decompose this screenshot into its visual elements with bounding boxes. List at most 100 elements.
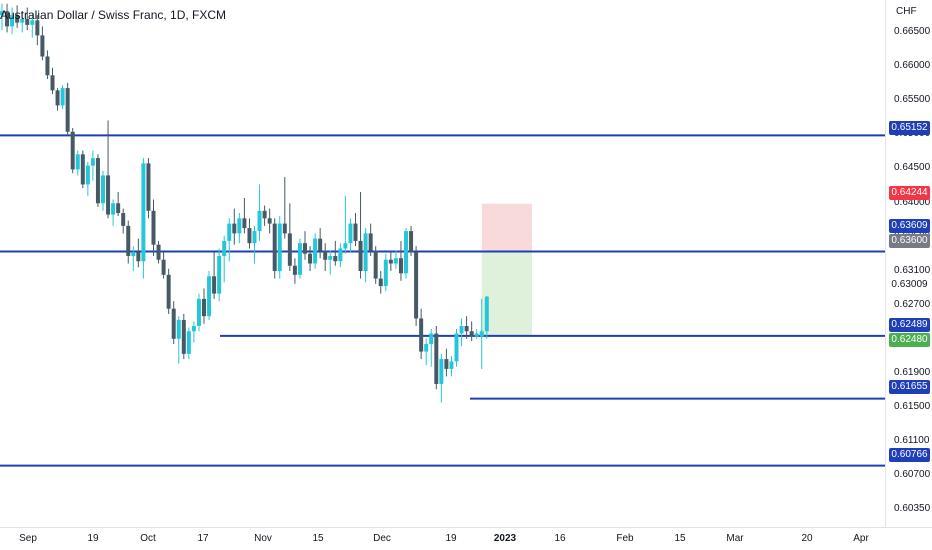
candle-body [323,250,328,260]
candle-body [368,233,373,251]
time-tick-label: Apr [853,533,869,544]
price-tick-label: 0.60350 [894,503,931,515]
time-tick-label: 20 [801,533,813,544]
candle-body [222,240,227,256]
price-badge: 0.62489 [889,318,930,332]
price-axis[interactable]: CHF 0.665000.660000.655000.650000.645000… [885,0,932,549]
price-tick-label: 0.66500 [894,26,931,37]
candle-body [479,331,484,337]
candle-body [247,228,252,244]
price-tick-label: 0.61100 [894,435,930,447]
candle-body [151,210,156,245]
candle-body [75,154,80,170]
candle-body [409,231,414,253]
price-tick-label: 0.64000 [894,196,931,208]
candle-body [25,18,30,25]
price-badge: 0.60766 [889,448,930,462]
candle-body [303,243,307,254]
time-tick-label: Feb [616,533,634,544]
time-tick-label: 2023 [493,533,517,544]
price-tick-label: 0.60700 [894,469,931,481]
candle-body [348,223,353,244]
price-tick-label: 0.61500 [894,401,931,413]
candle-body [459,325,464,334]
candle-body [267,218,272,224]
candle-body [252,231,257,244]
candle-body [5,11,10,27]
candle-body [80,154,85,185]
candle-body [111,203,116,215]
candle-body [116,203,121,214]
candle-body [378,278,383,287]
candle-body [45,56,50,76]
time-tick-label: Dec [373,533,391,544]
candle-body [126,225,131,256]
candle-body [156,244,161,260]
candle-body [272,223,277,272]
candle-body [449,361,454,369]
candle-body [161,259,166,275]
time-tick-label: 17 [197,533,209,544]
chart-area[interactable]: Australian Dollar / Swiss Franc, 1D, FXC… [0,0,885,527]
candle-body [207,276,212,317]
candle-body [30,20,35,25]
price-badge: 0.63009 [889,278,930,292]
candle-body [141,163,146,262]
candle-body [343,243,348,249]
candle-body [297,243,302,275]
candle-body [429,333,434,345]
price-badge: 0.63600 [889,234,930,248]
candle-body [383,259,388,287]
price-tick-label: 0.63100 [894,264,931,276]
candle-body [171,308,176,339]
candle-body [439,359,444,384]
candle-body [363,233,368,272]
candle-body [191,325,196,332]
candle-body [484,296,489,332]
candle-body [242,218,247,229]
candle-body [202,298,206,317]
price-badge: 0.61655 [889,380,930,394]
time-tick-label: Nov [254,533,272,544]
candle-body [131,252,136,256]
time-tick-label: 15 [312,533,324,544]
candlestick-chart[interactable] [0,0,885,527]
candle-body [237,218,242,234]
candle-body [176,319,181,339]
candle-body [333,255,338,262]
candle-body [146,163,151,211]
time-tick-label: 19 [87,533,99,544]
candle-body [35,20,40,36]
candle-body [469,331,474,337]
candle-body [186,331,191,354]
candle-body [313,238,318,264]
candle-body [166,274,171,309]
time-tick-label: Sep [19,533,37,544]
candle-body [404,231,408,274]
candle-body [136,252,141,262]
candle-body [212,276,217,294]
symbol-title[interactable]: Australian Dollar / Swiss Franc, 1D, FXC… [0,8,227,22]
currency-label: CHF [896,6,917,17]
candle-body [262,210,267,219]
candle-body [217,255,222,294]
candle-body [444,359,449,369]
time-tick-label: Oct [140,533,156,544]
candle-body [95,158,100,204]
candle-body [292,265,297,275]
candle-body [232,223,237,234]
time-axis[interactable]: Sep 19 Oct 17 Nov 15 Dec 19 2023 16 Feb 15 Mar 20 Apr [0,527,932,550]
time-tick-label: Mar [726,533,744,544]
candle-body [454,333,459,362]
candle-body [398,258,403,274]
candle-body [308,253,313,264]
candle-body [101,175,105,204]
candle-body [55,90,60,106]
candle-body [358,240,363,272]
candle-body [90,158,95,166]
price-tick-label: 0.66000 [894,60,931,72]
candle-body [318,238,323,251]
candle-body [353,223,358,241]
candle-body [181,319,186,354]
price-badge: 0.65152 [889,121,930,135]
